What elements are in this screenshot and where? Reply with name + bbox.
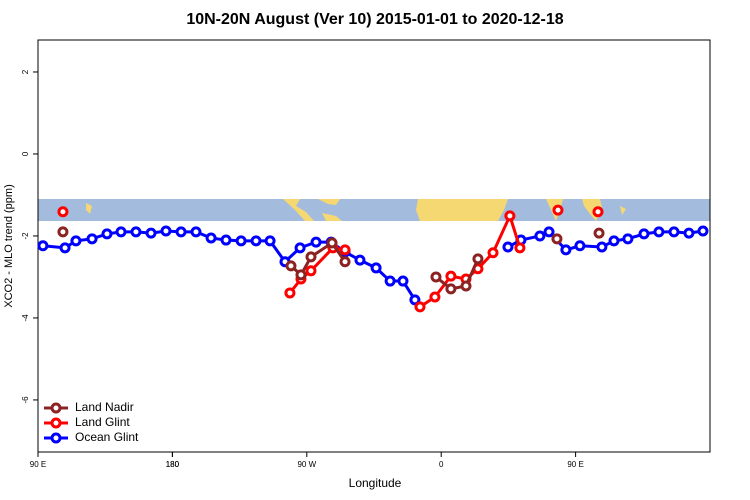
data-point [220, 234, 232, 246]
data-point [592, 206, 604, 218]
data-point [560, 244, 572, 256]
x-tick-label: 180 [166, 460, 180, 469]
data-point [397, 275, 409, 287]
series-line [435, 258, 480, 291]
data-point [175, 226, 187, 238]
data-point [514, 242, 526, 254]
data-point [37, 240, 49, 252]
series [57, 204, 604, 313]
data-point [409, 294, 421, 306]
data-point [284, 287, 296, 299]
legend-label: Land Glint [75, 415, 130, 429]
data-point [414, 301, 426, 313]
x-tick-label: 90 W [297, 460, 316, 469]
data-point [370, 262, 382, 274]
data-point [205, 232, 217, 244]
x-tick-label: 0 [439, 460, 444, 469]
data-point [638, 228, 650, 240]
data-point [460, 280, 472, 292]
y-tick-label: -2 [21, 232, 30, 240]
data-point [339, 256, 351, 268]
data-point [101, 228, 113, 240]
data-point [115, 226, 127, 238]
legend-marker [50, 417, 62, 429]
data-point [504, 210, 516, 222]
x-tick-label: 90 E [30, 460, 46, 469]
data-point [57, 226, 69, 238]
legend-marker [50, 402, 62, 414]
data-point [552, 204, 564, 216]
data-point [445, 283, 457, 295]
y-tick-label: -4 [21, 314, 30, 322]
y-axis-label: XCO2 - MLO trend (ppm) [3, 184, 15, 307]
data-point [190, 226, 202, 238]
data-point [285, 260, 297, 272]
data-point [70, 235, 82, 247]
data-point [305, 265, 317, 277]
data-point [130, 226, 142, 238]
data-point [683, 227, 695, 239]
data-point [596, 241, 608, 253]
series [57, 226, 605, 295]
data-point [622, 233, 634, 245]
data-point [305, 251, 317, 263]
data-point [86, 233, 98, 245]
data-point [57, 206, 69, 218]
data-point [294, 242, 306, 254]
data-point [354, 254, 366, 266]
data-point [697, 225, 709, 237]
data-point [593, 227, 605, 239]
x-tick-label: 90 E [567, 460, 583, 469]
data-point [339, 244, 351, 256]
y-tick-label: 0 [21, 151, 30, 156]
data-point [551, 233, 563, 245]
y-tick-label: -6 [21, 396, 30, 404]
data-point [326, 237, 338, 249]
data-point [534, 230, 546, 242]
data-point [264, 235, 276, 247]
data-point [310, 236, 322, 248]
data-point [160, 225, 172, 237]
x-axis-label: Longitude [349, 476, 402, 490]
data-point [445, 270, 457, 282]
data-point [502, 241, 514, 253]
legend-marker [50, 432, 62, 444]
data-point [487, 247, 499, 259]
legend-label: Land Nadir [75, 400, 134, 414]
data-point [384, 275, 396, 287]
data-point [668, 226, 680, 238]
data-point [145, 227, 157, 239]
data-point [295, 269, 307, 281]
chart-title: 10N-20N August (Ver 10) 2015-01-01 to 20… [186, 11, 563, 28]
data-point [472, 253, 484, 265]
data-point [235, 235, 247, 247]
y-tick-label: 2 [21, 69, 30, 74]
data-point [59, 242, 71, 254]
x-tick-label: 180 [166, 460, 180, 469]
data-point [574, 240, 586, 252]
data-point [429, 291, 441, 303]
data-point [430, 271, 442, 283]
data-point [543, 226, 555, 238]
data-point [608, 235, 620, 247]
legend-label: Ocean Glint [75, 430, 139, 444]
data-point [250, 235, 262, 247]
map-strip [38, 199, 710, 221]
data-point [653, 226, 665, 238]
